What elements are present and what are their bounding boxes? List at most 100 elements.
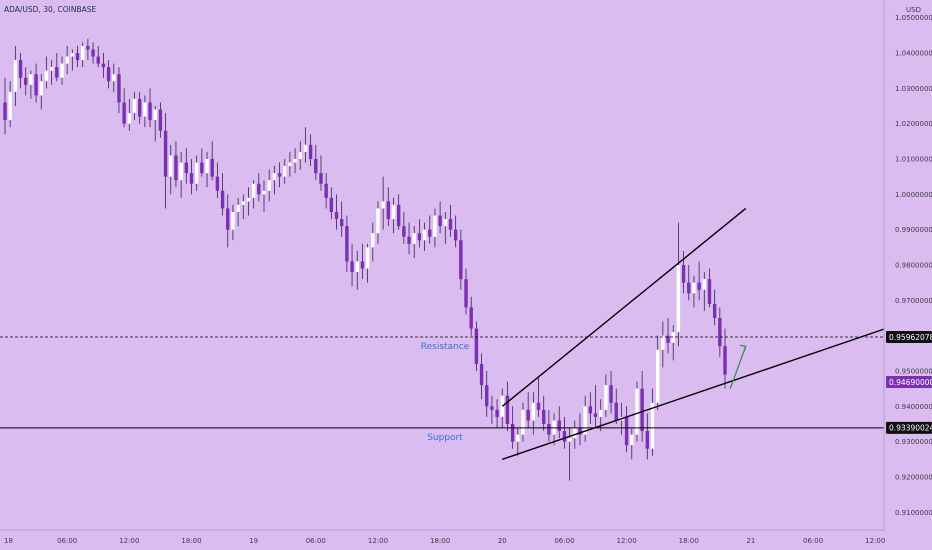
candle-body [443,219,447,227]
candle-body [70,53,75,57]
candle-body [712,303,717,318]
candle-body [599,409,603,417]
candle [184,148,188,184]
candle-body [386,201,391,220]
candle-body [246,197,251,202]
candle [500,388,504,428]
candle-body [707,279,712,304]
candle-body [521,409,525,435]
support-label: Support [427,433,463,443]
candle [293,148,297,174]
candle [44,56,49,89]
time-tick-label: 12:00 [368,537,388,545]
support-price-tag-text: 0.93390024 [889,424,932,433]
candle [75,45,80,68]
candle [526,392,530,428]
candle-body [3,102,7,121]
candle [588,392,593,424]
candle [490,395,494,424]
candle-body [106,67,111,82]
candle [624,406,629,453]
candle-body [718,318,722,347]
candle-body [24,77,28,85]
candle [536,378,541,417]
candle-body [604,385,608,410]
symbol-title: ADA/USD, 30, COINBASE [4,5,97,14]
candle-body [645,431,650,449]
candle-body [257,183,261,195]
time-tick-label: 06:00 [554,537,574,545]
candle [355,250,359,290]
candle [169,144,173,195]
candle [132,91,137,121]
candle [583,395,587,442]
candle [578,413,582,446]
candle [277,162,282,188]
candle-body [194,162,199,184]
candle-body [267,180,271,191]
candle-body [479,363,484,386]
candle [718,307,722,357]
candle [174,141,178,188]
candle [200,148,204,177]
candle [215,162,220,198]
candle [630,427,634,460]
candle [650,388,655,456]
candle-body [184,162,188,174]
candle [345,215,349,273]
candle [381,176,385,230]
candle [521,402,525,442]
candle [469,296,473,336]
candle [60,56,64,85]
time-tick-label: 18:00 [430,537,450,545]
candle-body [158,109,163,131]
candle [3,77,7,135]
candle [547,409,551,442]
candle-body [391,204,396,220]
candle-body [231,212,235,230]
candle-body [448,219,453,230]
candle-body [215,176,220,191]
candle [288,151,292,177]
candle-body [205,159,209,174]
support-price-tag-bg [886,421,932,434]
candle [723,328,727,389]
candle-body [661,335,665,350]
candle [655,335,660,410]
candle [117,67,121,114]
candle [96,45,100,68]
candle-body [288,162,292,167]
candle-body [485,385,489,407]
candle-body [143,102,147,117]
candle-body [526,409,530,421]
price-axis[interactable]: 1.05000000 1.04000000 1.03000000 1.02000000… [883,0,932,530]
candle [81,42,85,68]
resistance-price-tag-text: 0.95962078 [889,333,932,342]
candle-body [396,204,401,227]
candle [360,243,365,280]
candle [13,45,18,106]
candle-body [303,144,308,152]
candle-body [453,229,458,241]
candle-body [464,279,468,308]
time-tick-label: 12:00 [617,537,637,545]
candle-body [329,197,334,212]
candle-body [189,173,194,184]
candle-body [81,45,85,61]
candle [516,427,520,456]
time-axis[interactable]: 18 06:00 12:00 18:00 19 06:00 12:00 18:00 20 06:0… [0,529,885,545]
candle-body [49,67,54,71]
candle [283,159,287,184]
candle-body [474,328,479,364]
candle-body [723,346,727,375]
candle-body [371,233,375,248]
candle [562,416,567,449]
candle [153,106,157,142]
candle-body [319,173,323,184]
candle-body [500,395,504,417]
candle [319,155,323,191]
candle [29,70,33,99]
